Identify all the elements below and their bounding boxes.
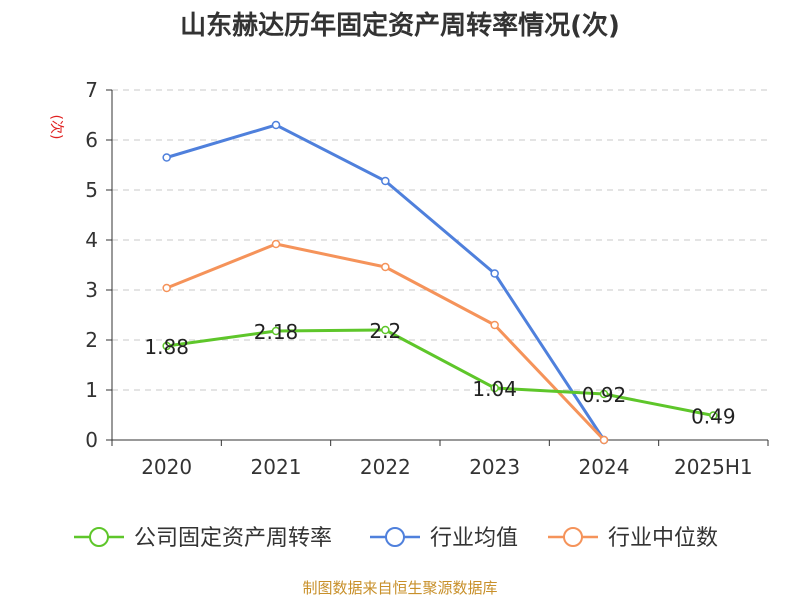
y-tick-labels: 0 1 2 3 4 5 6 7 [85, 78, 98, 452]
axes [106, 89, 769, 446]
y-tick-label: 4 [85, 228, 98, 252]
grid-lines [112, 89, 768, 391]
series-0 [162, 325, 718, 420]
x-tick-label: 2025H1 [674, 455, 753, 479]
legend-circle-marker [563, 527, 583, 547]
data-point [271, 326, 281, 336]
data-label: 0.92 [582, 383, 627, 407]
series-1 [162, 120, 609, 445]
data-point [490, 269, 499, 278]
legend-label: 行业中位数 [608, 526, 718, 551]
y-tick-label: 7 [85, 78, 98, 102]
data-point [162, 283, 171, 293]
x-tick-label: 2020 [141, 455, 192, 479]
y-tick-label: 6 [85, 128, 98, 152]
series-2 [162, 239, 609, 445]
x-tick-labels: 2020 2021 2022 2023 2024 2025H1 [141, 455, 752, 479]
y-tick-label: 0 [85, 428, 98, 452]
data-point [271, 120, 281, 130]
data-labels: 1.88 2.18 2.2 1.04 0.92 0.49 [144, 319, 735, 429]
data-label: 1.88 [144, 335, 189, 359]
data-point [490, 383, 499, 393]
series-lines [162, 120, 718, 445]
legend-item-0[interactable]: 公司固定资产周转率 [74, 526, 332, 551]
legend-circle-marker [385, 527, 405, 547]
data-point [162, 153, 171, 162]
y-axis-label: (次) [48, 115, 64, 140]
chart-title: 山东赫达历年固定资产周转率情况(次) [180, 10, 620, 41]
legend-label: 公司固定资产周转率 [134, 526, 332, 551]
legend-circle-marker [89, 527, 109, 547]
y-tick-label: 5 [85, 178, 98, 202]
data-label: 2.18 [254, 320, 299, 344]
y-tick-label: 1 [85, 378, 98, 402]
data-point [709, 411, 718, 420]
data-point [162, 341, 171, 351]
x-tick-label: 2022 [360, 455, 411, 479]
data-point [381, 262, 390, 272]
data-point [599, 389, 609, 399]
data-label: 1.04 [472, 377, 517, 401]
data-point [381, 176, 390, 186]
data-point [271, 239, 281, 249]
data-label: 2.2 [369, 319, 401, 343]
data-point [490, 320, 499, 330]
data-point [599, 435, 609, 445]
y-tick-label: 2 [85, 328, 98, 352]
y-tick-label: 3 [85, 278, 98, 302]
legend[interactable]: 公司固定资产周转率 行业均值 行业中位数 [74, 526, 718, 551]
data-label: 0.49 [691, 405, 736, 429]
series-line-0 [166, 328, 714, 417]
legend-item-1[interactable]: 行业均值 [370, 526, 518, 551]
data-point [381, 325, 390, 335]
legend-item-2[interactable]: 行业中位数 [548, 526, 718, 551]
legend-label: 行业均值 [430, 526, 518, 551]
x-tick-label: 2024 [579, 455, 630, 479]
series-line-1 [166, 123, 606, 441]
source-note: 制图数据来自恒生聚源数据库 [302, 579, 497, 597]
x-tick-label: 2021 [251, 455, 302, 479]
x-tick-label: 2023 [469, 455, 520, 479]
